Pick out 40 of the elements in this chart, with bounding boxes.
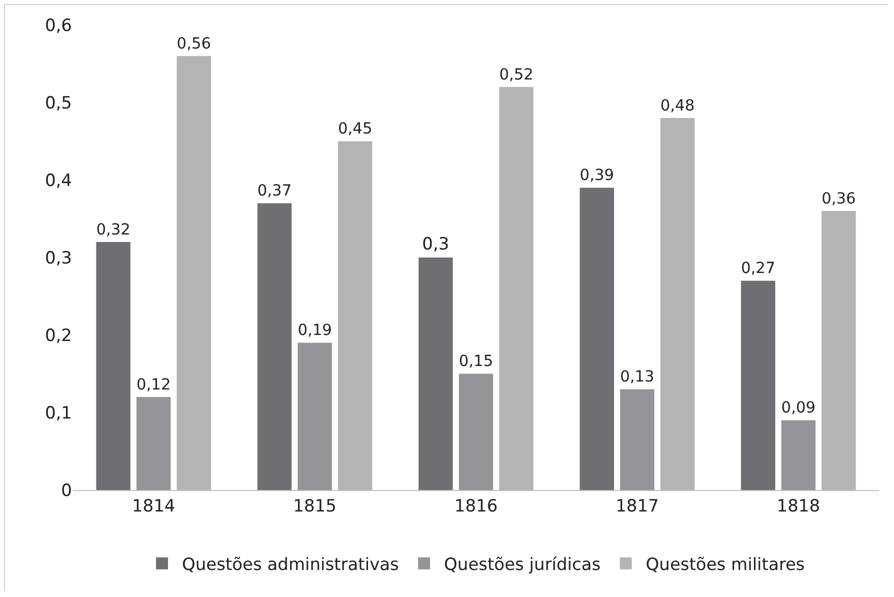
legend-label: Questões administrativas: [182, 554, 400, 575]
data-label: 0,52: [499, 65, 534, 84]
bar: [257, 203, 292, 490]
bar: [580, 188, 614, 490]
bar: [458, 374, 494, 490]
data-label: 0,3: [422, 234, 450, 254]
bar: [298, 342, 332, 490]
y-tick-label: 0: [61, 480, 72, 501]
data-label: 0,36: [822, 189, 856, 208]
data-label: 0,39: [580, 166, 614, 184]
data-label: 0,15: [458, 352, 494, 370]
data-label: 0,32: [96, 220, 130, 238]
bar: [136, 397, 171, 490]
y-tick-label: 0,5: [44, 93, 72, 114]
data-label: 0,37: [257, 182, 292, 200]
bar: [96, 242, 130, 490]
bar: [740, 280, 776, 490]
bar: [781, 420, 816, 490]
data-label: 0,19: [298, 321, 332, 340]
x-tick-label: 1814: [132, 496, 176, 516]
x-tick-label: 1815: [293, 496, 336, 516]
y-tick-label: 0,6: [44, 16, 72, 36]
bar: [620, 389, 654, 490]
y-tick-label: 0,4: [44, 170, 72, 191]
data-label: 0,56: [176, 34, 212, 52]
data-label: 0,45: [338, 120, 372, 138]
data-label: 0,48: [660, 96, 695, 114]
data-label: 0,27: [740, 259, 776, 278]
legend-label: Questões militares: [646, 554, 805, 575]
y-tick-label: 0,3: [44, 248, 72, 268]
x-tick-label: 1818: [776, 496, 820, 516]
y-tick-label: 0,1: [44, 403, 72, 424]
legend-label: Questões jurídicas: [444, 554, 601, 575]
data-label: 0,13: [620, 368, 654, 386]
data-label: 0,09: [781, 398, 816, 417]
x-tick-label: 1816: [454, 496, 498, 516]
x-tick-label: 1817: [616, 496, 659, 516]
bar: [418, 258, 453, 490]
y-tick-label: 0,2: [44, 326, 72, 346]
data-label: 0,12: [136, 375, 171, 394]
